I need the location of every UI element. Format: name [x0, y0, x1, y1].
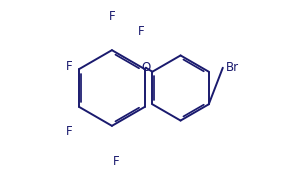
Text: O: O — [141, 61, 150, 74]
Text: F: F — [109, 10, 115, 23]
Text: F: F — [113, 155, 120, 168]
Text: F: F — [66, 59, 73, 73]
Text: F: F — [66, 125, 73, 138]
Text: F: F — [138, 25, 145, 38]
Text: Br: Br — [226, 61, 239, 74]
